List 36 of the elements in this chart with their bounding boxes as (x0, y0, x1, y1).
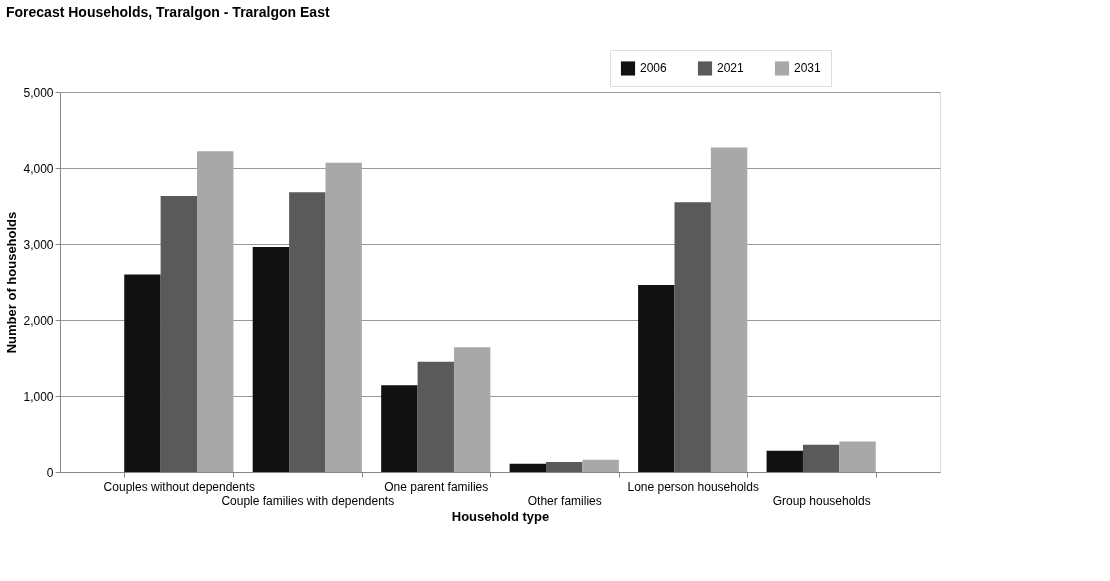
y-tick-label: 4,000 (23, 161, 54, 176)
y-tick-label: 3,000 (23, 237, 54, 252)
bar (802, 444, 840, 472)
x-tick-label: Group households (772, 493, 871, 508)
bar (252, 247, 290, 472)
bar (289, 192, 326, 472)
bar (417, 361, 454, 472)
bar (766, 450, 803, 472)
bar (453, 347, 491, 472)
x-tick-label: Other families (527, 493, 602, 508)
y-tick-label: 1,000 (23, 389, 54, 404)
bar (197, 151, 234, 472)
bar (839, 441, 876, 472)
bar (674, 202, 711, 472)
bar (124, 274, 161, 472)
bar (710, 147, 748, 472)
bar (509, 463, 547, 472)
bar (325, 162, 362, 472)
chart-title: Forecast Households, Traralgon - Traralgon East (5, 3, 330, 20)
y-axis-title: Number of households (4, 211, 20, 354)
x-tick-label: Couples without dependents (103, 479, 256, 494)
x-tick-label: One parent families (384, 479, 489, 494)
legend-label: 2006 (640, 61, 668, 76)
x-tick-label: Couple families with dependents (221, 493, 395, 508)
legend-label: 2031 (794, 61, 822, 76)
bar (381, 385, 418, 472)
bar (582, 459, 619, 472)
legend-label: 2021 (717, 61, 745, 76)
x-axis-title: Household type (451, 508, 550, 524)
y-tick-label: 2,000 (23, 313, 54, 328)
bar (546, 462, 583, 472)
bar (160, 196, 198, 472)
y-tick-label: 5,000 (23, 85, 54, 100)
bar (638, 285, 675, 472)
y-tick-label: 0 (46, 465, 54, 480)
x-tick-label: Lone person households (627, 479, 759, 494)
